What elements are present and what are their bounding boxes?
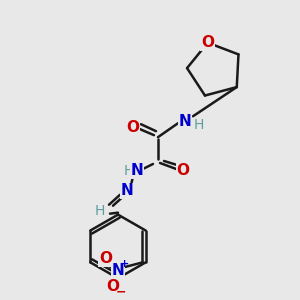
Text: −: − bbox=[116, 286, 126, 299]
Text: N: N bbox=[111, 263, 124, 278]
Text: H: H bbox=[95, 204, 105, 218]
Text: O: O bbox=[176, 164, 190, 178]
Text: O: O bbox=[127, 120, 140, 135]
Text: O: O bbox=[106, 279, 119, 294]
Text: O: O bbox=[99, 251, 112, 266]
Text: H: H bbox=[124, 164, 134, 178]
Text: N: N bbox=[130, 164, 143, 178]
Text: H: H bbox=[194, 118, 204, 132]
Text: O: O bbox=[201, 35, 214, 50]
Text: N: N bbox=[121, 183, 134, 198]
Text: N: N bbox=[178, 114, 191, 129]
Text: +: + bbox=[120, 259, 129, 269]
